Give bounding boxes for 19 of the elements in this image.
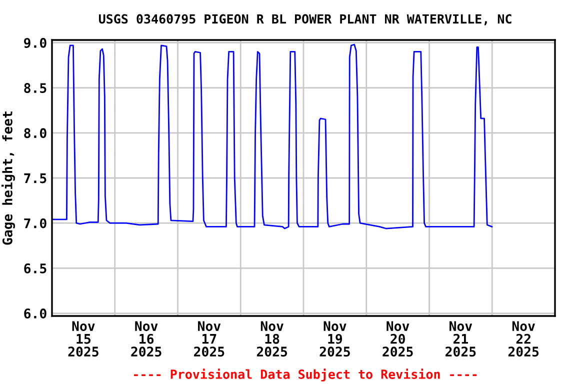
x-tick-label: Nov 17 2025 <box>194 321 224 357</box>
y-tick-label: 7.5 <box>24 173 46 184</box>
x-tick-label: Nov 22 2025 <box>508 321 539 357</box>
y-tick-label: 6.0 <box>24 308 46 319</box>
y-tick-label: 6.5 <box>24 263 46 274</box>
y-tick-label: 7.0 <box>24 218 46 228</box>
y-tick-label: 9.0 <box>24 38 46 48</box>
x-tick-label: Nov 18 2025 <box>256 321 288 357</box>
x-tick-label: Nov 21 2025 <box>446 321 476 357</box>
x-tick-label: Nov 15 2025 <box>68 321 98 357</box>
y-tick-label: 8.5 <box>24 83 46 94</box>
y-tick-label: 8.0 <box>24 128 46 138</box>
x-tick-label: Nov 16 2025 <box>131 321 162 357</box>
text: ---- Provisional Data Subject to Revision ---- <box>134 368 477 382</box>
x-tick-label: Nov 19 2025 <box>320 321 350 357</box>
x-tick-label: Nov 20 2025 <box>382 321 413 357</box>
y-axis-title: Gage height, feet <box>2 112 15 245</box>
chart-title: USGS 03460795 PIGEON R BL POWER PLANT NR WATERVILLE, NC <box>98 14 512 26</box>
line-series <box>52 44 493 230</box>
